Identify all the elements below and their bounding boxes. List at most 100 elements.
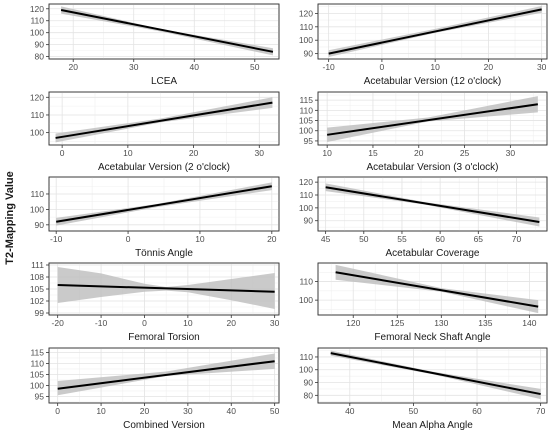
y-tick-label: 115	[299, 95, 313, 105]
y-tick-label: 111	[31, 260, 44, 270]
x-tick-label: 135	[478, 318, 492, 328]
regression-line	[328, 8, 542, 55]
y-tick-label: 115	[30, 347, 44, 357]
regression-line	[327, 103, 538, 136]
regression-line	[55, 101, 273, 139]
x-tick-label: 20	[414, 148, 424, 158]
x-tick-label: 50	[359, 234, 369, 244]
x-tick-label: 70	[536, 406, 546, 416]
x-tick-label: 0	[55, 406, 60, 416]
x-tick-label: 40	[190, 62, 200, 72]
panel-border	[48, 91, 280, 146]
x-tick-label: 20	[189, 148, 199, 158]
x-tick-label: 125	[390, 318, 404, 328]
y-tick-label: 99	[35, 308, 45, 318]
x-tick-label: 25	[460, 148, 470, 158]
panel-3: 0 10 20 30 100 110 120 Acetabular Version (2 o'…	[30, 91, 280, 173]
panel-border	[317, 262, 548, 316]
x-tick-label: 30	[183, 406, 193, 416]
y-tick-label: 102	[30, 296, 44, 306]
y-tick-label: 120	[30, 92, 44, 102]
x-tick-label: 0	[142, 318, 147, 328]
regression-line	[57, 360, 275, 390]
x-tick-label: 60	[472, 406, 482, 416]
x-axis-label: Femoral Torsion	[128, 332, 200, 343]
x-tick-label: 55	[397, 234, 407, 244]
regression-line	[60, 8, 274, 53]
panel-5: -10 0 10 20 90 100 110 Tönnis Angle	[30, 176, 280, 259]
y-tick-label: 90	[304, 216, 314, 226]
x-tick-label: 10	[195, 234, 205, 244]
y-tick-label: 100	[299, 126, 313, 136]
y-tick-label: 80	[35, 52, 45, 62]
y-tick-label: 90	[35, 220, 45, 230]
y-tick-label: 100	[30, 380, 44, 390]
x-tick-label: 0	[380, 62, 385, 72]
x-tick-label: 30	[129, 62, 139, 72]
x-tick-label: 0	[126, 234, 131, 244]
y-tick-label: 110	[299, 105, 313, 115]
y-tick-label: 110	[30, 189, 44, 199]
x-tick-label: 65	[474, 234, 484, 244]
y-tick-label: 120	[299, 177, 313, 187]
x-axis-label: Combined Version	[123, 420, 205, 431]
y-tick-label: 110	[299, 22, 313, 32]
y-tick-label: 100	[30, 28, 44, 38]
x-tick-label: 50	[270, 406, 280, 416]
y-tick-label: 120	[299, 8, 313, 18]
x-axis-label: LCEA	[151, 76, 177, 87]
y-tick-label: 90	[304, 49, 314, 59]
panel-border	[317, 3, 548, 60]
x-tick-label: -20	[52, 318, 65, 328]
y-tick-label: 100	[30, 128, 44, 138]
y-tick-label: 90	[35, 40, 45, 50]
panel-7: -20 -10 0 10 20 30 99 102 105 108 111 Femoral Torsi…	[30, 260, 280, 343]
regression-line	[57, 284, 275, 293]
y-tick-label: 120	[30, 4, 44, 14]
x-tick-label: 20	[140, 406, 150, 416]
x-tick-label: 120	[346, 318, 360, 328]
x-tick-label: -10	[95, 318, 108, 328]
y-tick-label: 100	[299, 35, 313, 45]
y-tick-label: 110	[299, 352, 313, 362]
x-tick-label: 30	[270, 318, 280, 328]
x-axis-label: Femoral Neck Shaft Angle	[374, 332, 491, 343]
y-tick-label: 110	[299, 277, 313, 287]
y-tick-label: 110	[30, 110, 44, 120]
regression-line	[56, 185, 272, 223]
regression-line	[325, 186, 540, 223]
y-tick-label: 110	[30, 16, 44, 26]
y-tick-label: 95	[304, 136, 314, 146]
x-axis-label: Acetabular Version (2 o'clock)	[98, 162, 230, 173]
x-tick-label: 40	[345, 406, 355, 416]
x-tick-label: 45	[321, 234, 331, 244]
panel-border	[48, 176, 280, 232]
x-tick-label: 130	[434, 318, 448, 328]
x-axis-label: Acetabular Version (12 o'clock)	[364, 76, 502, 87]
y-tick-label: 105	[30, 369, 44, 379]
y-tick-label: 90	[304, 378, 314, 388]
shared-y-axis-label: T2-Mapping Value	[4, 171, 16, 265]
x-tick-label: -10	[323, 62, 336, 72]
y-tick-label: 110	[299, 190, 313, 200]
regression-line	[335, 271, 539, 308]
x-tick-label: 30	[537, 62, 547, 72]
x-tick-label: 20	[227, 318, 237, 328]
panel-border	[317, 347, 548, 404]
y-tick-label: 100	[299, 365, 313, 375]
panel-1: 20 30 40 50 80 90 100 110 120 LCEA	[30, 3, 280, 87]
x-tick-label: 140	[522, 318, 536, 328]
panel-8: 120 125 130 135 140 100 110 Femoral Neck Shaft …	[299, 262, 548, 343]
y-tick-label: 100	[30, 204, 44, 214]
panel-border	[317, 176, 548, 232]
x-axis-label: Acetabular Version (3 o'clock)	[367, 162, 499, 173]
x-tick-label: 40	[227, 406, 237, 416]
x-tick-label: 20	[68, 62, 78, 72]
panel-10: 40 50 60 70 80 90 100 110 Mean Alpha Angle	[299, 347, 548, 431]
x-axis-label: Mean Alpha Angle	[392, 420, 473, 431]
x-tick-label: 20	[484, 62, 494, 72]
y-tick-label: 100	[299, 295, 313, 305]
x-tick-label: 50	[409, 406, 419, 416]
